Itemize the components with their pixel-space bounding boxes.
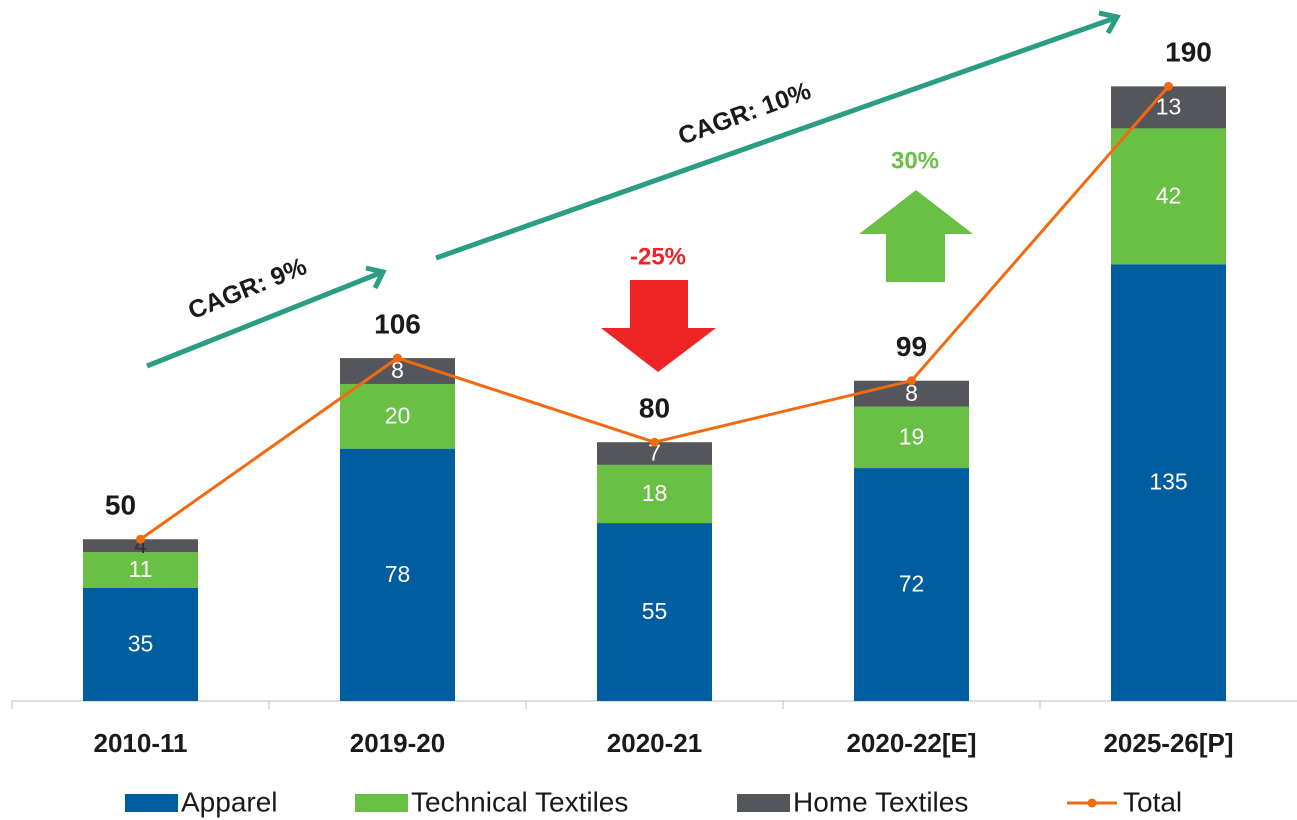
x-tick-label: 2020-21 xyxy=(607,728,702,758)
total-label: 190 xyxy=(1165,37,1212,68)
bar-segment xyxy=(1111,264,1226,701)
total-label: 99 xyxy=(896,331,927,362)
segment-label: 135 xyxy=(1149,469,1187,495)
segment-label: 11 xyxy=(129,556,153,582)
x-tick-label: 2020-22[E] xyxy=(846,728,976,758)
total-marker xyxy=(1164,81,1173,91)
segment-label: 42 xyxy=(1156,182,1182,208)
total-marker xyxy=(907,376,916,386)
legend-swatch xyxy=(125,794,178,812)
segment-label: 8 xyxy=(391,357,404,383)
total-label: 50 xyxy=(105,490,136,521)
annotation: 30% xyxy=(891,147,939,174)
bar-segment xyxy=(597,464,712,524)
legend-label: Technical Textiles xyxy=(411,786,628,817)
segment-label: 72 xyxy=(899,571,925,597)
annotation: CAGR: 10% xyxy=(674,77,814,151)
bar-segment xyxy=(597,523,712,701)
total-marker xyxy=(136,534,145,544)
bar-segment xyxy=(597,442,712,465)
down-arrow xyxy=(601,280,716,372)
bar-segment xyxy=(83,539,198,553)
legend-swatch xyxy=(737,794,790,812)
legend-swatch-marker xyxy=(1087,798,1097,808)
bar-segment xyxy=(83,587,198,701)
segment-label: 20 xyxy=(385,402,411,428)
segment-label: 7 xyxy=(648,440,661,466)
legend-swatch xyxy=(355,794,408,812)
cagr-arrow xyxy=(435,15,1116,261)
x-tick-label: 2010-11 xyxy=(94,728,188,758)
cagr-arrow xyxy=(146,270,381,369)
total-marker xyxy=(650,437,659,447)
segment-label: 78 xyxy=(385,561,411,587)
annotation: -25% xyxy=(630,243,686,270)
cagr-arrow-head xyxy=(365,265,387,290)
legend-label: Total xyxy=(1123,786,1182,817)
segment-label: 18 xyxy=(642,480,668,506)
total-label: 106 xyxy=(374,308,421,339)
bar-segment xyxy=(340,448,455,701)
cagr-arrow-head xyxy=(1098,10,1121,35)
segment-label: 8 xyxy=(905,380,918,406)
segment-label: 55 xyxy=(642,598,668,624)
total-marker xyxy=(393,353,402,363)
legend-label: Home Textiles xyxy=(793,786,968,817)
bar-segment xyxy=(854,468,969,701)
bar-segment xyxy=(340,383,455,449)
annotation: CAGR: 9% xyxy=(184,252,310,325)
bar-segment xyxy=(83,552,198,588)
segment-label: 19 xyxy=(899,423,925,449)
x-tick-label: 2025-26[P] xyxy=(1103,728,1233,758)
total-label: 80 xyxy=(639,393,670,424)
legend-label: Apparel xyxy=(181,786,278,817)
bar-segment xyxy=(854,406,969,469)
bar-segment xyxy=(1111,86,1226,129)
bar-segment xyxy=(1111,128,1226,265)
up-arrow xyxy=(859,190,973,282)
segment-label: 35 xyxy=(128,630,154,656)
x-tick-label: 2019-20 xyxy=(350,728,445,758)
